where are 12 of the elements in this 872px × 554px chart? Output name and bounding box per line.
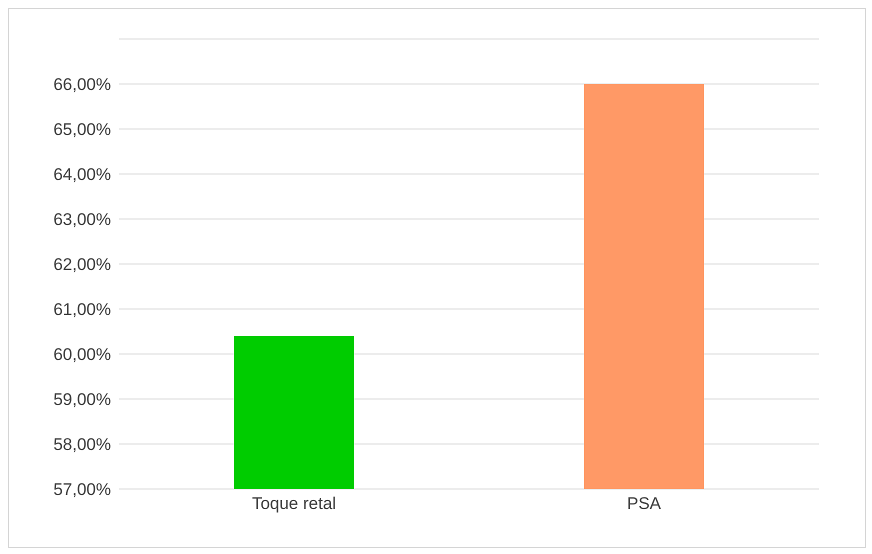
- y-tick-label: 58,00%: [53, 435, 111, 454]
- x-tick-label: PSA: [626, 494, 662, 514]
- y-tick-label: 59,00%: [53, 390, 111, 410]
- y-tick-label: 62,00%: [53, 255, 111, 274]
- y-tick-label: 57,00%: [53, 480, 111, 500]
- y-tick-label: 66,00%: [53, 75, 111, 94]
- y-tick-label: 60,00%: [53, 345, 111, 364]
- y-tick-label: 63,00%: [53, 210, 111, 230]
- y-tick-label: 64,00%: [53, 165, 111, 184]
- x-tick-label: Toque retal: [252, 494, 336, 514]
- y-tick-label: 61,00%: [53, 300, 111, 320]
- y-tick-label: 65,00%: [53, 120, 111, 140]
